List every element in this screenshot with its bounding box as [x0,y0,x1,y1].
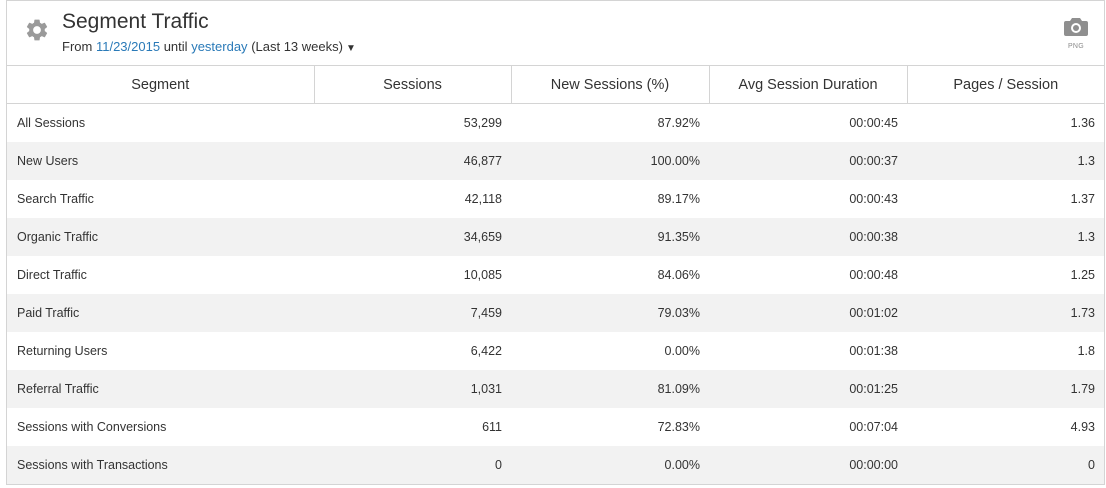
table-row: All Sessions 53,299 87.92% 00:00:45 1.36 [7,104,1104,142]
segment-traffic-widget: Segment Traffic From 11/23/2015 until ye… [6,0,1105,485]
avg-duration-cell: 00:00:38 [709,218,907,256]
segment-cell: Direct Traffic [7,256,314,294]
table-row: Direct Traffic 10,085 84.06% 00:00:48 1.… [7,256,1104,294]
widget-header: Segment Traffic From 11/23/2015 until ye… [7,1,1104,66]
sessions-cell: 6,422 [314,332,511,370]
segment-cell: Referral Traffic [7,370,314,408]
new-sessions-cell: 81.09% [511,370,709,408]
caret-down-icon[interactable]: ▼ [346,43,356,54]
pages-per-session-cell: 1.25 [907,256,1104,294]
column-header-pages-per-session[interactable]: Pages / Session [907,66,1104,104]
table-row: Search Traffic 42,118 89.17% 00:00:43 1.… [7,180,1104,218]
range-note: (Last 13 weeks) [251,39,343,54]
table-header-row: Segment Sessions New Sessions (%) Avg Se… [7,66,1104,104]
pages-per-session-cell: 1.8 [907,332,1104,370]
avg-duration-cell: 00:00:00 [709,446,907,484]
new-sessions-cell: 0.00% [511,446,709,484]
new-sessions-cell: 89.17% [511,180,709,218]
pages-per-session-cell: 1.73 [907,294,1104,332]
pages-per-session-cell: 1.37 [907,180,1104,218]
sessions-cell: 0 [314,446,511,484]
start-date-link[interactable]: 11/23/2015 [96,39,160,54]
avg-duration-cell: 00:01:02 [709,294,907,332]
sessions-cell: 34,659 [314,218,511,256]
new-sessions-cell: 79.03% [511,294,709,332]
camera-icon [1064,17,1088,37]
pages-per-session-cell: 1.79 [907,370,1104,408]
sessions-cell: 42,118 [314,180,511,218]
avg-duration-cell: 00:00:43 [709,180,907,218]
avg-duration-cell: 00:00:37 [709,142,907,180]
avg-duration-cell: 00:00:45 [709,104,907,142]
gear-icon[interactable] [24,17,50,43]
segment-table: Segment Sessions New Sessions (%) Avg Se… [7,66,1104,484]
avg-duration-cell: 00:01:38 [709,332,907,370]
segment-cell: New Users [7,142,314,180]
segment-cell: Sessions with Transactions [7,446,314,484]
sessions-cell: 10,085 [314,256,511,294]
segment-cell: Paid Traffic [7,294,314,332]
new-sessions-cell: 72.83% [511,408,709,446]
table-row: Sessions with Transactions 0 0.00% 00:00… [7,446,1104,484]
table-row: Organic Traffic 34,659 91.35% 00:00:38 1… [7,218,1104,256]
pages-per-session-cell: 0 [907,446,1104,484]
column-header-new-sessions[interactable]: New Sessions (%) [511,66,709,104]
new-sessions-cell: 0.00% [511,332,709,370]
new-sessions-cell: 87.92% [511,104,709,142]
new-sessions-cell: 84.06% [511,256,709,294]
sessions-cell: 53,299 [314,104,511,142]
new-sessions-cell: 100.00% [511,142,709,180]
pages-per-session-cell: 1.3 [907,142,1104,180]
table-row: Referral Traffic 1,031 81.09% 00:01:25 1… [7,370,1104,408]
column-header-avg-session-duration[interactable]: Avg Session Duration [709,66,907,104]
segment-cell: Organic Traffic [7,218,314,256]
avg-duration-cell: 00:07:04 [709,408,907,446]
from-label: From [62,39,92,54]
column-header-sessions[interactable]: Sessions [314,66,511,104]
pages-per-session-cell: 1.36 [907,104,1104,142]
new-sessions-cell: 91.35% [511,218,709,256]
sessions-cell: 7,459 [314,294,511,332]
segment-cell: Sessions with Conversions [7,408,314,446]
segment-cell: All Sessions [7,104,314,142]
segment-cell: Search Traffic [7,180,314,218]
export-png-label: PNG [1062,43,1090,50]
until-label: until [164,39,188,54]
sessions-cell: 611 [314,408,511,446]
date-range: From 11/23/2015 until yesterday (Last 13… [62,39,356,54]
pages-per-session-cell: 4.93 [907,408,1104,446]
column-header-segment[interactable]: Segment [7,66,314,104]
table-row: New Users 46,877 100.00% 00:00:37 1.3 [7,142,1104,180]
export-png-button[interactable]: PNG [1062,17,1090,55]
widget-title: Segment Traffic [62,10,209,34]
pages-per-session-cell: 1.3 [907,218,1104,256]
table-row: Paid Traffic 7,459 79.03% 00:01:02 1.73 [7,294,1104,332]
segment-cell: Returning Users [7,332,314,370]
avg-duration-cell: 00:01:25 [709,370,907,408]
table-row: Sessions with Conversions 611 72.83% 00:… [7,408,1104,446]
sessions-cell: 46,877 [314,142,511,180]
end-date-link[interactable]: yesterday [191,39,247,54]
avg-duration-cell: 00:00:48 [709,256,907,294]
sessions-cell: 1,031 [314,370,511,408]
table-row: Returning Users 6,422 0.00% 00:01:38 1.8 [7,332,1104,370]
